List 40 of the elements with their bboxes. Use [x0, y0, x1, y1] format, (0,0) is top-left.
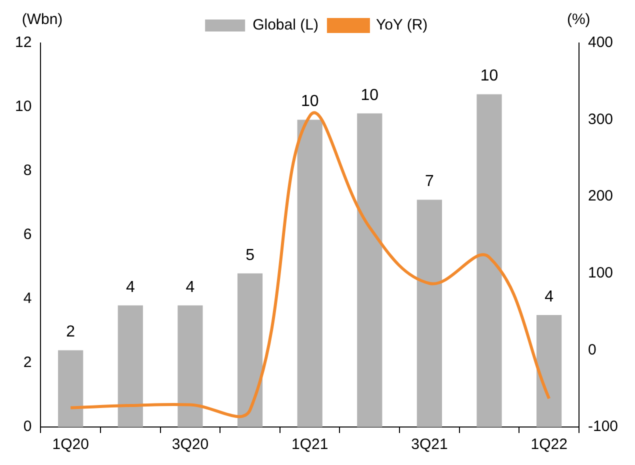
y2-tick-label: 0: [588, 341, 596, 358]
x-tick-label: 1Q21: [291, 436, 328, 454]
bar: [118, 305, 143, 427]
data-label: 5: [246, 246, 255, 264]
data-label: 4: [544, 288, 554, 306]
x-tick-label: 3Q20: [172, 436, 209, 454]
bar: [536, 315, 562, 427]
bar: [178, 305, 203, 427]
y2-tick-label: 300: [588, 110, 614, 128]
y2-tick-label: 200: [588, 188, 614, 205]
bar: [357, 113, 382, 427]
data-label: 10: [300, 93, 319, 110]
bar: [297, 120, 322, 427]
y2-tick-label: 400: [588, 34, 614, 52]
y-tick-label: 10: [14, 98, 32, 116]
data-label: 4: [126, 278, 135, 296]
legend-label: YoY (R): [376, 16, 428, 34]
data-label: 7: [425, 173, 434, 190]
y-tick-label: 8: [23, 162, 32, 180]
y2-tick-label: -100: [588, 418, 618, 436]
data-label: 10: [480, 68, 498, 85]
data-label: 4: [186, 278, 195, 296]
bar: [237, 273, 263, 427]
x-tick-label: 3Q21: [411, 436, 448, 454]
data-label: 2: [66, 324, 76, 341]
bar: [58, 350, 84, 427]
y-tick-label: 0: [23, 418, 32, 436]
y2-axis-title: (%): [566, 11, 590, 28]
y-tick-label: 6: [23, 226, 32, 244]
bar: [416, 200, 442, 427]
y-tick-label: 4: [23, 290, 32, 308]
bar: [476, 94, 502, 427]
x-tick-label: 1Q22: [530, 436, 568, 454]
x-tick-label: 1Q20: [52, 436, 89, 454]
y-axis-title: (Wbn): [22, 11, 63, 28]
data-label: 10: [360, 86, 379, 104]
y-tick-label: 12: [14, 34, 32, 52]
y-tick-label: 2: [23, 354, 32, 372]
y2-tick-label: 100: [588, 264, 614, 282]
legend-label: Global (L): [252, 16, 318, 34]
